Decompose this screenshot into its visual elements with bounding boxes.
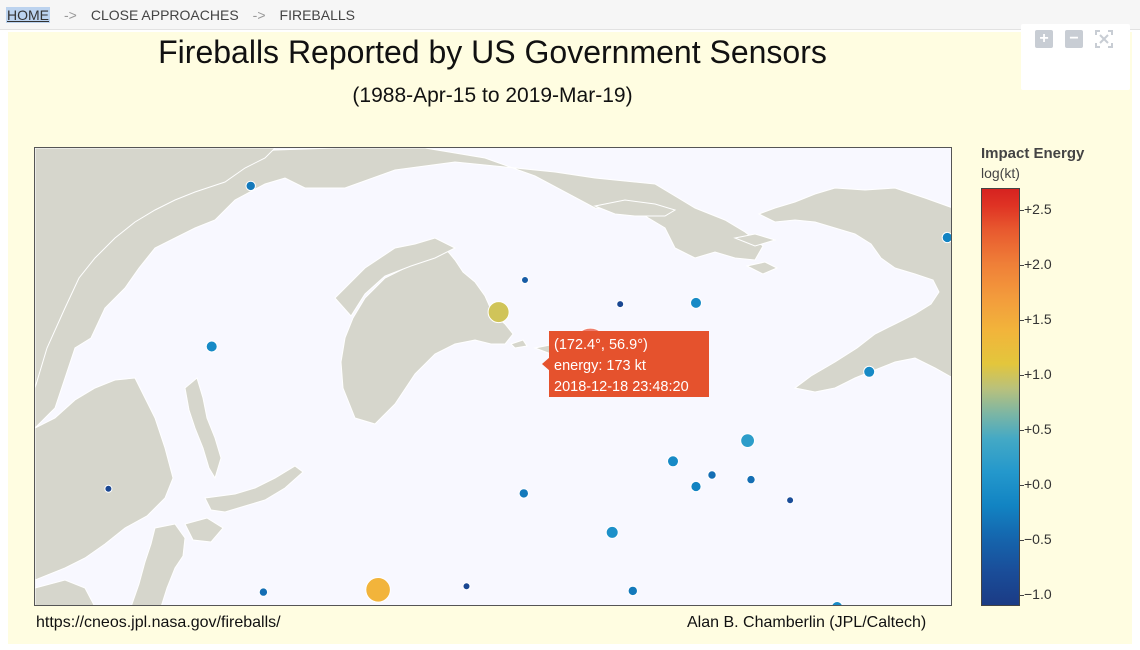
colorbar-tick-label: −1.0: [1024, 586, 1052, 602]
land-far-east: [35, 377, 174, 581]
fireball-point[interactable]: [740, 433, 755, 449]
source-url: https://cneos.jpl.nasa.gov/fireballs/: [36, 614, 281, 631]
colorbar-tick-label: +0.0: [1024, 476, 1052, 492]
colorbar-tick-label: −0.5: [1024, 531, 1052, 547]
colorbar-tick-label: +2.0: [1024, 256, 1052, 272]
fireball-point[interactable]: [518, 488, 529, 499]
fireball-point[interactable]: [690, 296, 702, 309]
colorbar-unit: log(kt): [981, 165, 1020, 181]
fireball-point[interactable]: [707, 470, 717, 480]
fireball-point[interactable]: [521, 276, 529, 284]
reset-view-icon[interactable]: [1095, 30, 1113, 48]
fireball-point[interactable]: [627, 585, 638, 597]
breadcrumb-home-link[interactable]: HOME: [6, 6, 50, 23]
fireball-point[interactable]: [104, 484, 113, 493]
fireball-point[interactable]: [786, 496, 795, 505]
chart-subtitle: (1988-Apr-15 to 2019-Mar-19): [352, 84, 633, 107]
land-sakhalin: [184, 377, 222, 480]
land-kuril-islands: [204, 465, 304, 513]
fireball-point[interactable]: [831, 601, 843, 607]
fireball-point[interactable]: [746, 474, 756, 485]
land-st-lawrence-island: [593, 199, 677, 217]
zoom-out-icon[interactable]: −: [1065, 30, 1083, 48]
tooltip-datetime: 2018-12-18 23:48:20: [554, 379, 689, 395]
land-japan: [131, 523, 186, 605]
colorbar-tick-mark: [1019, 540, 1024, 541]
colorbar-tick-label: +2.5: [1024, 201, 1052, 217]
colorbar-title: Impact Energy: [981, 145, 1085, 162]
fireball-point[interactable]: [863, 365, 876, 378]
breadcrumb-separator: ->: [64, 6, 77, 23]
chart-title: Fireballs Reported by US Government Sens…: [158, 34, 827, 70]
colorbar-tick-mark: [1019, 595, 1024, 596]
breadcrumb-separator: ->: [252, 6, 266, 23]
land-alaska: [757, 187, 951, 393]
colorbar-tick-label: +1.0: [1024, 366, 1052, 382]
colorbar-tick-mark: [1019, 320, 1024, 321]
colorbar-tick-label: +1.5: [1024, 311, 1052, 327]
fireball-points: [104, 180, 952, 607]
land-commander-islands: [510, 339, 528, 349]
land-okhotsk-coast: [334, 237, 457, 317]
fireball-point[interactable]: [365, 577, 391, 603]
colorbar: [981, 188, 1020, 606]
colorbar-tick-mark: [1019, 265, 1024, 266]
tooltip-arrow: [542, 357, 550, 371]
hover-tooltip: (172.4°, 56.9°) energy: 173 kt 2018-12-1…: [549, 331, 709, 397]
tooltip-energy: energy: 173 kt: [554, 358, 646, 374]
colorbar-tick-mark: [1019, 210, 1024, 211]
fireball-point[interactable]: [258, 587, 269, 597]
land-nunivak: [745, 261, 779, 275]
land-korea: [35, 579, 95, 605]
land-chukotka: [35, 148, 764, 429]
land-alaska-peninsula: [733, 233, 777, 247]
fireball-point[interactable]: [245, 180, 256, 192]
fireball-point[interactable]: [487, 301, 510, 324]
tooltip-coords: (172.4°, 56.9°): [554, 337, 648, 353]
breadcrumb: HOME -> CLOSE APPROACHES -> FIREBALLS: [0, 0, 1140, 30]
fireball-point[interactable]: [605, 525, 619, 539]
colorbar-tick-mark: [1019, 430, 1024, 431]
breadcrumb-fireballs: FIREBALLS: [279, 6, 355, 23]
fireball-point[interactable]: [462, 582, 471, 591]
fireball-point[interactable]: [941, 231, 952, 244]
fireball-point[interactable]: [667, 455, 679, 468]
zoom-in-icon[interactable]: +: [1035, 30, 1053, 48]
colorbar-tick-mark: [1019, 485, 1024, 486]
fireball-point[interactable]: [690, 480, 702, 493]
geo-map[interactable]: [34, 147, 952, 606]
author-credit: Alan B. Chamberlin (JPL/Caltech): [687, 614, 927, 631]
breadcrumb-close-approaches-link[interactable]: CLOSE APPROACHES: [90, 6, 239, 23]
land-masses: [35, 148, 951, 605]
land-siberia-coast: [35, 148, 276, 389]
fireball-point[interactable]: [205, 340, 218, 353]
modebar: + −: [1021, 24, 1130, 90]
colorbar-tick-mark: [1019, 375, 1024, 376]
fireball-point[interactable]: [616, 300, 625, 309]
land-hokkaido: [184, 517, 224, 543]
colorbar-tick-label: +0.5: [1024, 421, 1052, 437]
